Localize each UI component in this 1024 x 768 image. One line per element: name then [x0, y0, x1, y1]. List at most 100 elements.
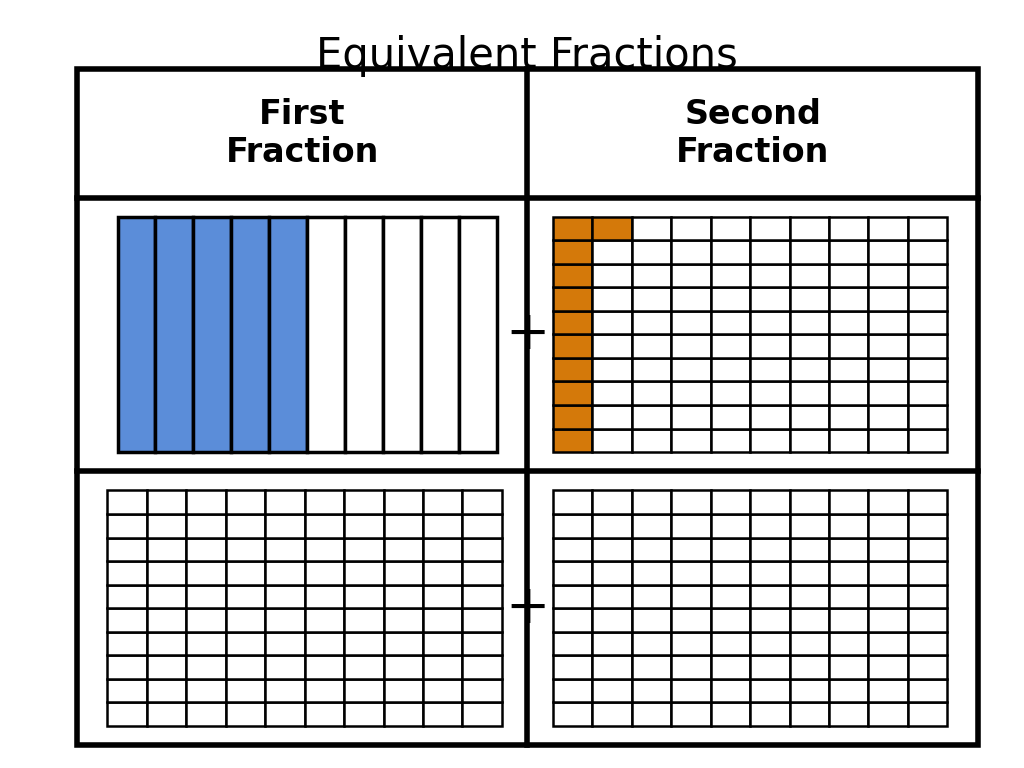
Bar [868, 382, 908, 405]
Bar [829, 514, 868, 538]
Bar [553, 382, 592, 405]
Bar [868, 217, 908, 240]
Bar [671, 382, 711, 405]
Bar [307, 217, 345, 452]
Bar [868, 287, 908, 311]
Bar [671, 240, 711, 263]
Bar [711, 311, 750, 334]
Bar [383, 217, 421, 452]
Bar [790, 655, 829, 679]
Bar [592, 584, 632, 608]
Bar [750, 514, 790, 538]
Bar [384, 608, 423, 631]
Bar [908, 584, 947, 608]
Bar [421, 217, 459, 452]
Bar [305, 679, 344, 702]
Bar [592, 263, 632, 287]
Bar [671, 631, 711, 655]
Bar [459, 217, 497, 452]
Bar [344, 514, 384, 538]
Bar [711, 514, 750, 538]
Bar [868, 631, 908, 655]
Bar [225, 679, 265, 702]
Bar [868, 514, 908, 538]
Bar [829, 334, 868, 358]
Bar [305, 491, 344, 514]
Bar [829, 679, 868, 702]
Bar [231, 217, 269, 452]
Bar [553, 584, 592, 608]
Bar [344, 538, 384, 561]
Bar [305, 561, 344, 584]
Bar [671, 287, 711, 311]
Bar [868, 679, 908, 702]
Bar [829, 240, 868, 263]
Bar [711, 287, 750, 311]
Bar [829, 217, 868, 240]
Bar [790, 311, 829, 334]
Bar [305, 584, 344, 608]
Bar [553, 263, 592, 287]
Bar [908, 561, 947, 584]
Bar [156, 217, 194, 452]
Bar [750, 679, 790, 702]
Text: Equivalent Fractions: Equivalent Fractions [316, 35, 738, 77]
Bar [632, 702, 671, 726]
Bar [632, 538, 671, 561]
Bar [225, 631, 265, 655]
Bar [711, 263, 750, 287]
Bar [711, 358, 750, 382]
Bar [750, 655, 790, 679]
Bar [592, 358, 632, 382]
Bar [671, 538, 711, 561]
Bar [592, 538, 632, 561]
Bar [225, 491, 265, 514]
Bar [790, 405, 829, 429]
Bar [344, 491, 384, 514]
Bar [146, 538, 186, 561]
Bar [711, 538, 750, 561]
Bar [632, 631, 671, 655]
Bar [632, 655, 671, 679]
Bar [225, 584, 265, 608]
Bar [384, 679, 423, 702]
Bar [671, 679, 711, 702]
Bar [344, 631, 384, 655]
Bar [384, 514, 423, 538]
Bar [750, 334, 790, 358]
Bar [711, 217, 750, 240]
Bar [108, 655, 146, 679]
Bar [423, 608, 463, 631]
Bar [790, 561, 829, 584]
Bar [790, 702, 829, 726]
Bar [384, 538, 423, 561]
Bar [829, 538, 868, 561]
Bar [632, 561, 671, 584]
Bar [750, 608, 790, 631]
Bar [553, 287, 592, 311]
Bar [829, 263, 868, 287]
Bar [671, 491, 711, 514]
Bar [790, 334, 829, 358]
Bar [592, 217, 632, 240]
Bar [671, 334, 711, 358]
Bar [305, 538, 344, 561]
Bar [868, 311, 908, 334]
Bar [305, 514, 344, 538]
Bar [553, 491, 592, 514]
Bar [265, 491, 305, 514]
Bar [711, 679, 750, 702]
Bar [592, 311, 632, 334]
Bar [108, 631, 146, 655]
Bar [225, 514, 265, 538]
Bar [265, 679, 305, 702]
Bar [384, 584, 423, 608]
Bar [463, 702, 502, 726]
Bar [269, 217, 307, 452]
Bar [790, 631, 829, 655]
Bar [632, 334, 671, 358]
Bar [225, 655, 265, 679]
Bar [384, 702, 423, 726]
Bar [553, 631, 592, 655]
Bar [553, 538, 592, 561]
